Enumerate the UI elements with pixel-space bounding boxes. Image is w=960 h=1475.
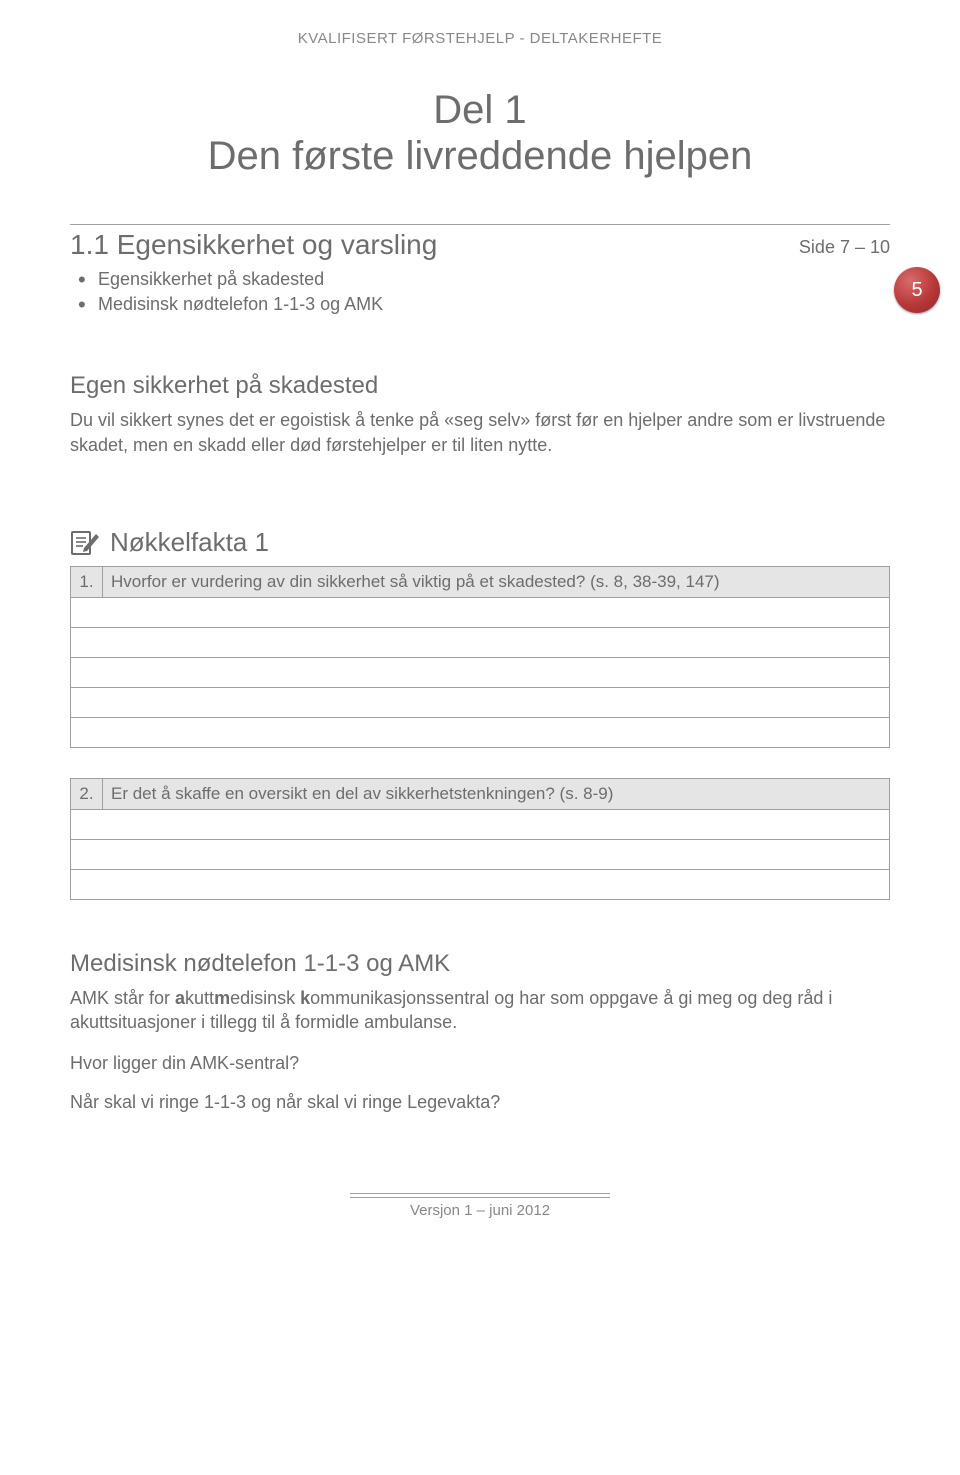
answer-row [71,627,890,657]
footer-text: Versjon 1 – juni 2012 [70,1202,890,1219]
footer-divider [350,1197,610,1198]
answer-row [71,657,890,687]
amk-section: Medisinsk nødtelefon 1-1-3 og AMK AMK st… [70,950,890,1113]
bullet-list: Egensikkerhet på skadested Medisinsk nød… [70,267,383,317]
intro-heading: Egen sikkerhet på skadested [70,372,890,400]
question-number: 2. [71,778,103,809]
keyfacts-table-2: 2. Er det å skaffe en oversikt en del av… [70,778,890,900]
divider [70,224,890,225]
amk-heading: Medisinsk nødtelefon 1-1-3 og AMK [70,950,890,978]
document-header: KVALIFISERT FØRSTEHJELP - DELTAKERHEFTE [70,30,890,47]
title-block: Del 1 Den første livreddende hjelpen [70,87,890,179]
answer-row [71,809,890,839]
amk-question-1: Hvor ligger din AMK-sentral? [70,1053,890,1074]
notepad-pencil-icon [70,528,100,556]
answer-row [71,869,890,899]
answer-row [71,687,890,717]
footer-divider [350,1193,610,1194]
keyfacts-table-1: 1. Hvorfor er vurdering av din sikkerhet… [70,566,890,748]
question-number: 1. [71,566,103,597]
title-line-1: Del 1 [433,88,526,132]
section-header: 1.1 Egensikkerhet og varsling Side 7 – 1… [70,229,890,261]
page-number-badge: 5 [894,267,940,313]
bullet-item: Egensikkerhet på skadested [76,267,383,292]
section-title: 1.1 Egensikkerhet og varsling [70,229,437,261]
answer-row [71,717,890,747]
amk-text: AMK står for akuttmedisinsk kommunikasjo… [70,986,890,1035]
title-line-2: Den første livreddende hjelpen [208,134,753,178]
answer-row [71,597,890,627]
page-reference: Side 7 – 10 [799,237,890,258]
answer-row [71,839,890,869]
intro-section: Egen sikkerhet på skadested Du vil sikke… [70,372,890,457]
amk-question-2: Når skal vi ringe 1-1-3 og når skal vi r… [70,1092,890,1113]
intro-text: Du vil sikkert synes det er egoistisk å … [70,408,890,457]
question-text: Hvorfor er vurdering av din sikkerhet så… [103,566,890,597]
keyfacts-section: Nøkkelfakta 1 1. Hvorfor er vurdering av… [70,527,890,900]
question-text: Er det å skaffe en oversikt en del av si… [103,778,890,809]
keyfacts-title: Nøkkelfakta 1 [110,527,269,558]
footer: Versjon 1 – juni 2012 [70,1193,890,1219]
bullet-item: Medisinsk nødtelefon 1-1-3 og AMK [76,292,383,317]
